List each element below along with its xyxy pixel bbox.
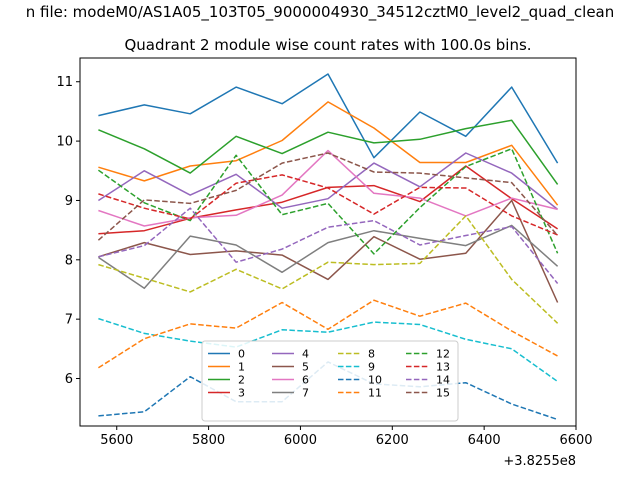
legend-label-5: 5 [302, 361, 309, 374]
legend-label-12: 12 [436, 348, 450, 361]
y-tick-label: 10 [56, 135, 73, 150]
series-line-13 [98, 174, 558, 236]
series-line-8 [98, 215, 559, 324]
y-tick-label: 9 [65, 194, 73, 209]
x-axis: 5600 5800 6000 6200 6400 6600 [100, 426, 593, 448]
x-tick-label: 6200 [376, 433, 409, 448]
series-line-4 [97, 152, 559, 210]
y-tick-label: 8 [65, 253, 73, 268]
plot-frame [79, 57, 577, 427]
legend-label-13: 13 [436, 361, 450, 374]
y-tick-label: 6 [65, 372, 73, 387]
chart-title: Quadrant 2 module wise count rates with … [124, 36, 531, 54]
legend-label-9: 9 [368, 361, 375, 374]
legend-label-15: 15 [436, 387, 450, 400]
legend-label-3: 3 [238, 387, 245, 400]
series-line-11 [97, 299, 558, 369]
legend-label-11: 11 [368, 387, 382, 400]
y-tick-label: 7 [65, 313, 73, 328]
legend-label-8: 8 [368, 348, 375, 361]
x-tick-label: 6600 [559, 433, 592, 448]
series-line-2 [98, 119, 559, 185]
legend-label-2: 2 [238, 374, 245, 387]
x-tick-label: 6000 [284, 433, 317, 448]
x-offset-label: +3.8255e8 [503, 454, 576, 469]
series-line-15 [97, 152, 559, 241]
legend-label-10: 10 [368, 374, 382, 387]
legend-label-14: 14 [436, 374, 450, 387]
series-line-7 [97, 224, 559, 290]
legend-label-7: 7 [302, 387, 309, 400]
legend-label-0: 0 [238, 348, 245, 361]
legend-label-4: 4 [302, 348, 309, 361]
series-line-9 [98, 317, 559, 383]
series-layer [97, 73, 559, 421]
series-line-14 [98, 207, 559, 284]
series-line-6 [98, 149, 558, 227]
series-line-5 [98, 199, 559, 303]
legend-label-1: 1 [238, 361, 245, 374]
y-tick-label: 11 [56, 75, 73, 90]
series-line-0 [98, 73, 559, 164]
x-tick-label: 5800 [192, 433, 225, 448]
y-axis: 6 7 8 9 10 11 [56, 75, 80, 387]
suptitle: n file: modeM0/AS1A05_103T05_9000004930_… [26, 3, 615, 22]
legend-label-6: 6 [302, 374, 309, 387]
x-tick-label: 6400 [468, 433, 501, 448]
series-line-1 [98, 101, 559, 206]
legend-box [201, 340, 459, 422]
x-tick-label: 5600 [100, 433, 133, 448]
